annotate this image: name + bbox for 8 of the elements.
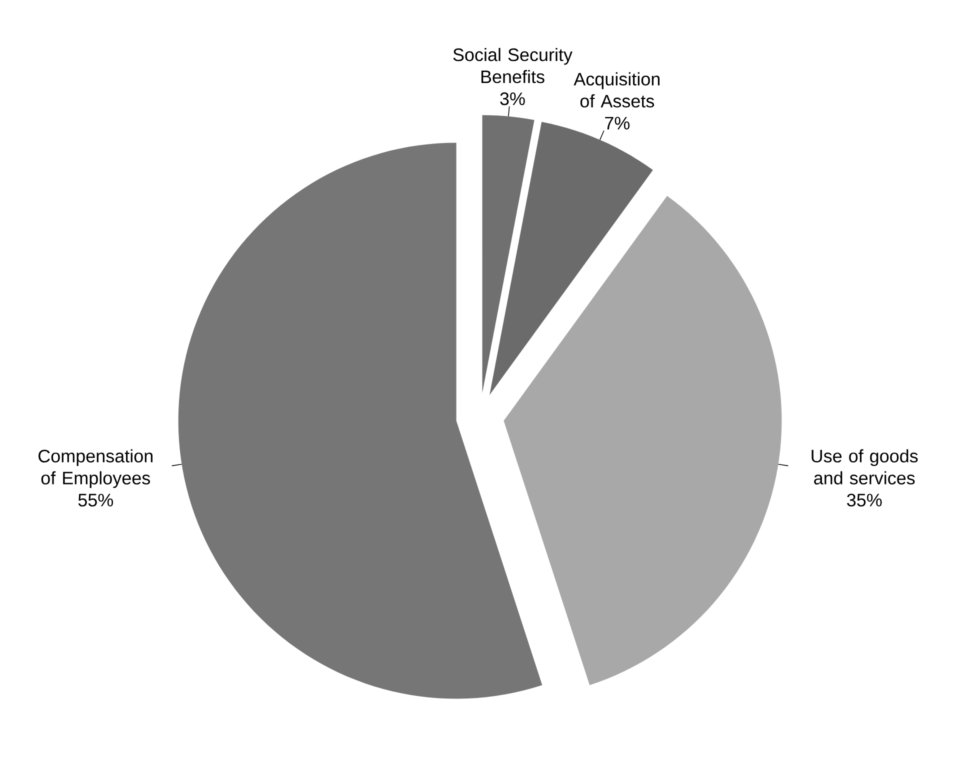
slice-label: Social Security Benefits: [453, 48, 572, 84]
data-label: 7%: [605, 116, 630, 130]
data-label: 55%: [78, 494, 114, 506]
data-label: 35%: [847, 494, 882, 506]
data-label: 3%: [500, 92, 525, 106]
slice-label: Compensation of Employees: [38, 449, 152, 488]
slice-label: Acquisition of Assets: [574, 72, 660, 108]
slice-label: Use of goods and services: [812, 449, 918, 484]
